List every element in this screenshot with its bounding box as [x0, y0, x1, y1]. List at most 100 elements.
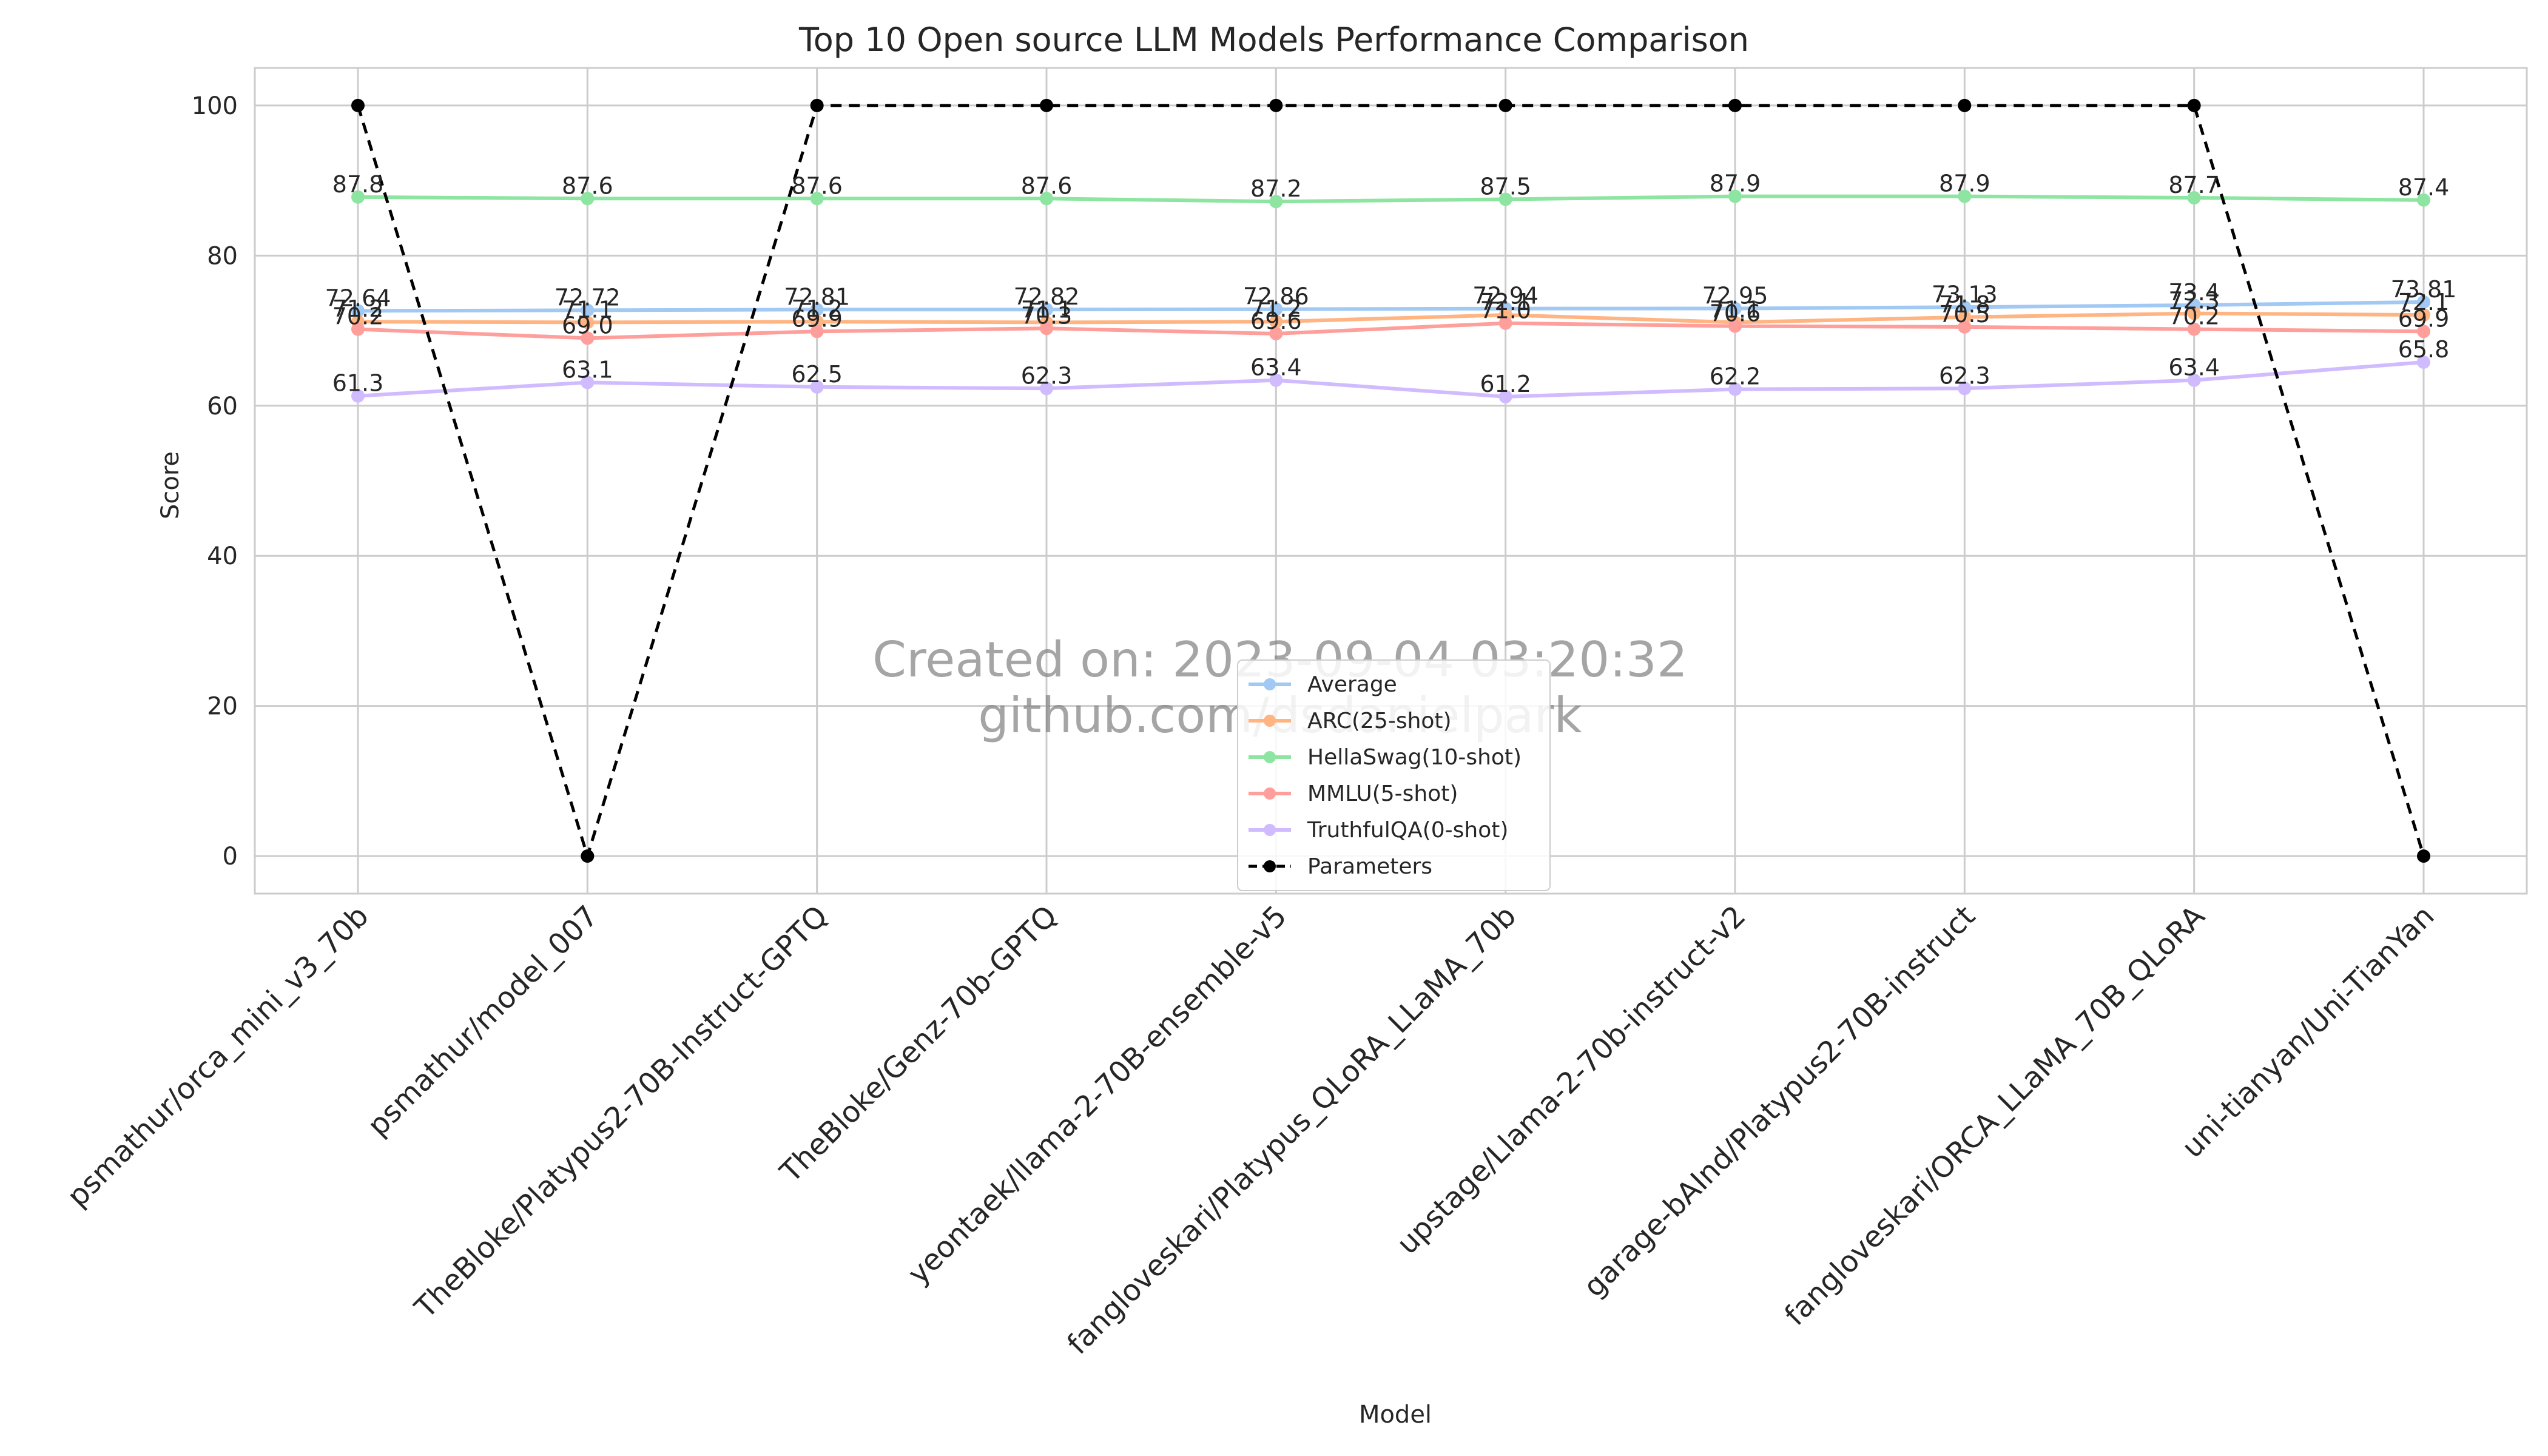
- data-point: [1040, 322, 1053, 335]
- data-label: 72.1: [1480, 289, 1531, 315]
- data-point: [1958, 310, 1972, 324]
- series-line: [357, 321, 2424, 340]
- data-point: [810, 380, 824, 394]
- data-label: 69.9: [2398, 305, 2450, 332]
- legend-marker: [1264, 824, 1276, 836]
- data-label: 62.3: [1021, 362, 1073, 389]
- data-label: 63.4: [2168, 354, 2220, 381]
- data-label: 72.81: [784, 283, 850, 310]
- data-point: [1040, 98, 1053, 112]
- legend-marker: [1264, 787, 1276, 800]
- data-point: [1040, 382, 1053, 396]
- data-label: 71.8: [1939, 291, 1990, 318]
- data-point: [810, 315, 824, 329]
- data-label: 87.4: [2398, 174, 2450, 201]
- data-point: [810, 325, 824, 339]
- data-label: 71.0: [1480, 297, 1531, 324]
- data-point: [810, 98, 824, 112]
- legend-box: [1237, 659, 1551, 891]
- legend-marker: [1264, 678, 1276, 690]
- series-lines: [356, 104, 2425, 861]
- data-point: [2417, 308, 2430, 322]
- data-point: [2187, 322, 2201, 336]
- data-labels: 72.64 72.72 72.81 72.82 72.86 72.94 72.95 73.13…: [325, 170, 2457, 397]
- data-point: [1728, 319, 1742, 333]
- data-label: 72.72: [554, 284, 621, 311]
- data-label: 72.64: [325, 285, 391, 311]
- data-label: 87.6: [791, 172, 843, 199]
- data-point: [351, 304, 365, 318]
- data-point: [1498, 316, 1512, 330]
- data-point: [2187, 191, 2201, 205]
- data-point: [581, 315, 595, 329]
- legend-marker: [1264, 860, 1276, 872]
- data-label: 72.86: [1243, 283, 1309, 310]
- data-label: 73.4: [2168, 279, 2220, 306]
- data-point: [1269, 315, 1283, 329]
- y-tick-label: 0: [223, 843, 238, 871]
- data-label: 62.3: [1939, 362, 1990, 389]
- data-label: 69.9: [791, 305, 843, 332]
- data-label: 71.1: [562, 296, 613, 323]
- data-label: 71.1: [1710, 296, 1761, 323]
- plot-frame: [254, 67, 2528, 895]
- data-label: 69.0: [562, 312, 613, 339]
- data-point: [351, 98, 365, 112]
- data-label: 61.2: [1480, 371, 1531, 397]
- data-label: 69.6: [1250, 308, 1302, 334]
- data-label: 72.82: [1014, 283, 1080, 310]
- data-label: 87.6: [1021, 172, 1073, 199]
- data-label: 63.4: [1250, 354, 1302, 381]
- data-point: [2417, 193, 2430, 207]
- y-axis-label: Score: [157, 451, 184, 519]
- legend-label: TruthfulQA(0-shot): [1307, 818, 1508, 843]
- data-label: 72.3: [2168, 288, 2220, 314]
- data-point: [351, 322, 365, 336]
- data-point: [1958, 300, 1972, 314]
- data-point: [1269, 98, 1283, 112]
- data-point: [1958, 382, 1972, 396]
- data-point: [1269, 326, 1283, 340]
- data-point: [581, 303, 595, 317]
- data-label: 87.9: [1710, 170, 1761, 197]
- data-label: 73.81: [2391, 276, 2457, 303]
- data-point: [810, 303, 824, 317]
- data-point: [1040, 303, 1053, 317]
- y-tick-label: 40: [207, 542, 238, 570]
- series-line: [357, 311, 2424, 325]
- data-label: 87.7: [2168, 172, 2220, 198]
- data-label: 71.2: [791, 295, 843, 322]
- series-points: [351, 98, 2430, 863]
- data-label: 72.94: [1472, 283, 1539, 309]
- data-point: [1269, 302, 1283, 316]
- data-point: [810, 192, 824, 206]
- legend-label: ARC(25-shot): [1307, 709, 1452, 733]
- data-point: [2417, 325, 2430, 339]
- data-point: [1958, 320, 1972, 334]
- chart-title: Top 10 Open source LLM Models Performanc…: [798, 21, 1749, 59]
- data-point: [2187, 373, 2201, 387]
- data-point: [1498, 389, 1512, 403]
- y-tick-label: 60: [207, 393, 238, 420]
- y-tick-label: 100: [192, 92, 238, 120]
- data-label: 87.5: [1480, 174, 1531, 200]
- data-label: 70.5: [1939, 301, 1990, 328]
- legend-label: Average: [1307, 672, 1397, 697]
- legend-marker: [1264, 751, 1276, 763]
- data-point: [1728, 98, 1742, 112]
- legend-label: MMLU(5-shot): [1307, 781, 1458, 806]
- data-point: [1728, 302, 1742, 315]
- data-label: 87.9: [1939, 170, 1990, 197]
- data-label: 70.2: [332, 303, 384, 330]
- data-label: 62.5: [791, 361, 843, 388]
- data-point: [2417, 356, 2430, 369]
- data-label: 61.3: [332, 370, 384, 397]
- data-point: [1269, 195, 1283, 209]
- data-label: 73.13: [1932, 281, 1998, 308]
- y-tick-labels: 0 20 40 60 80 100: [192, 92, 238, 871]
- data-point: [2417, 849, 2430, 863]
- y-tick-label: 80: [207, 242, 238, 270]
- legend-label: Parameters: [1307, 854, 1432, 879]
- data-point: [351, 190, 365, 204]
- series-line: [357, 194, 2424, 204]
